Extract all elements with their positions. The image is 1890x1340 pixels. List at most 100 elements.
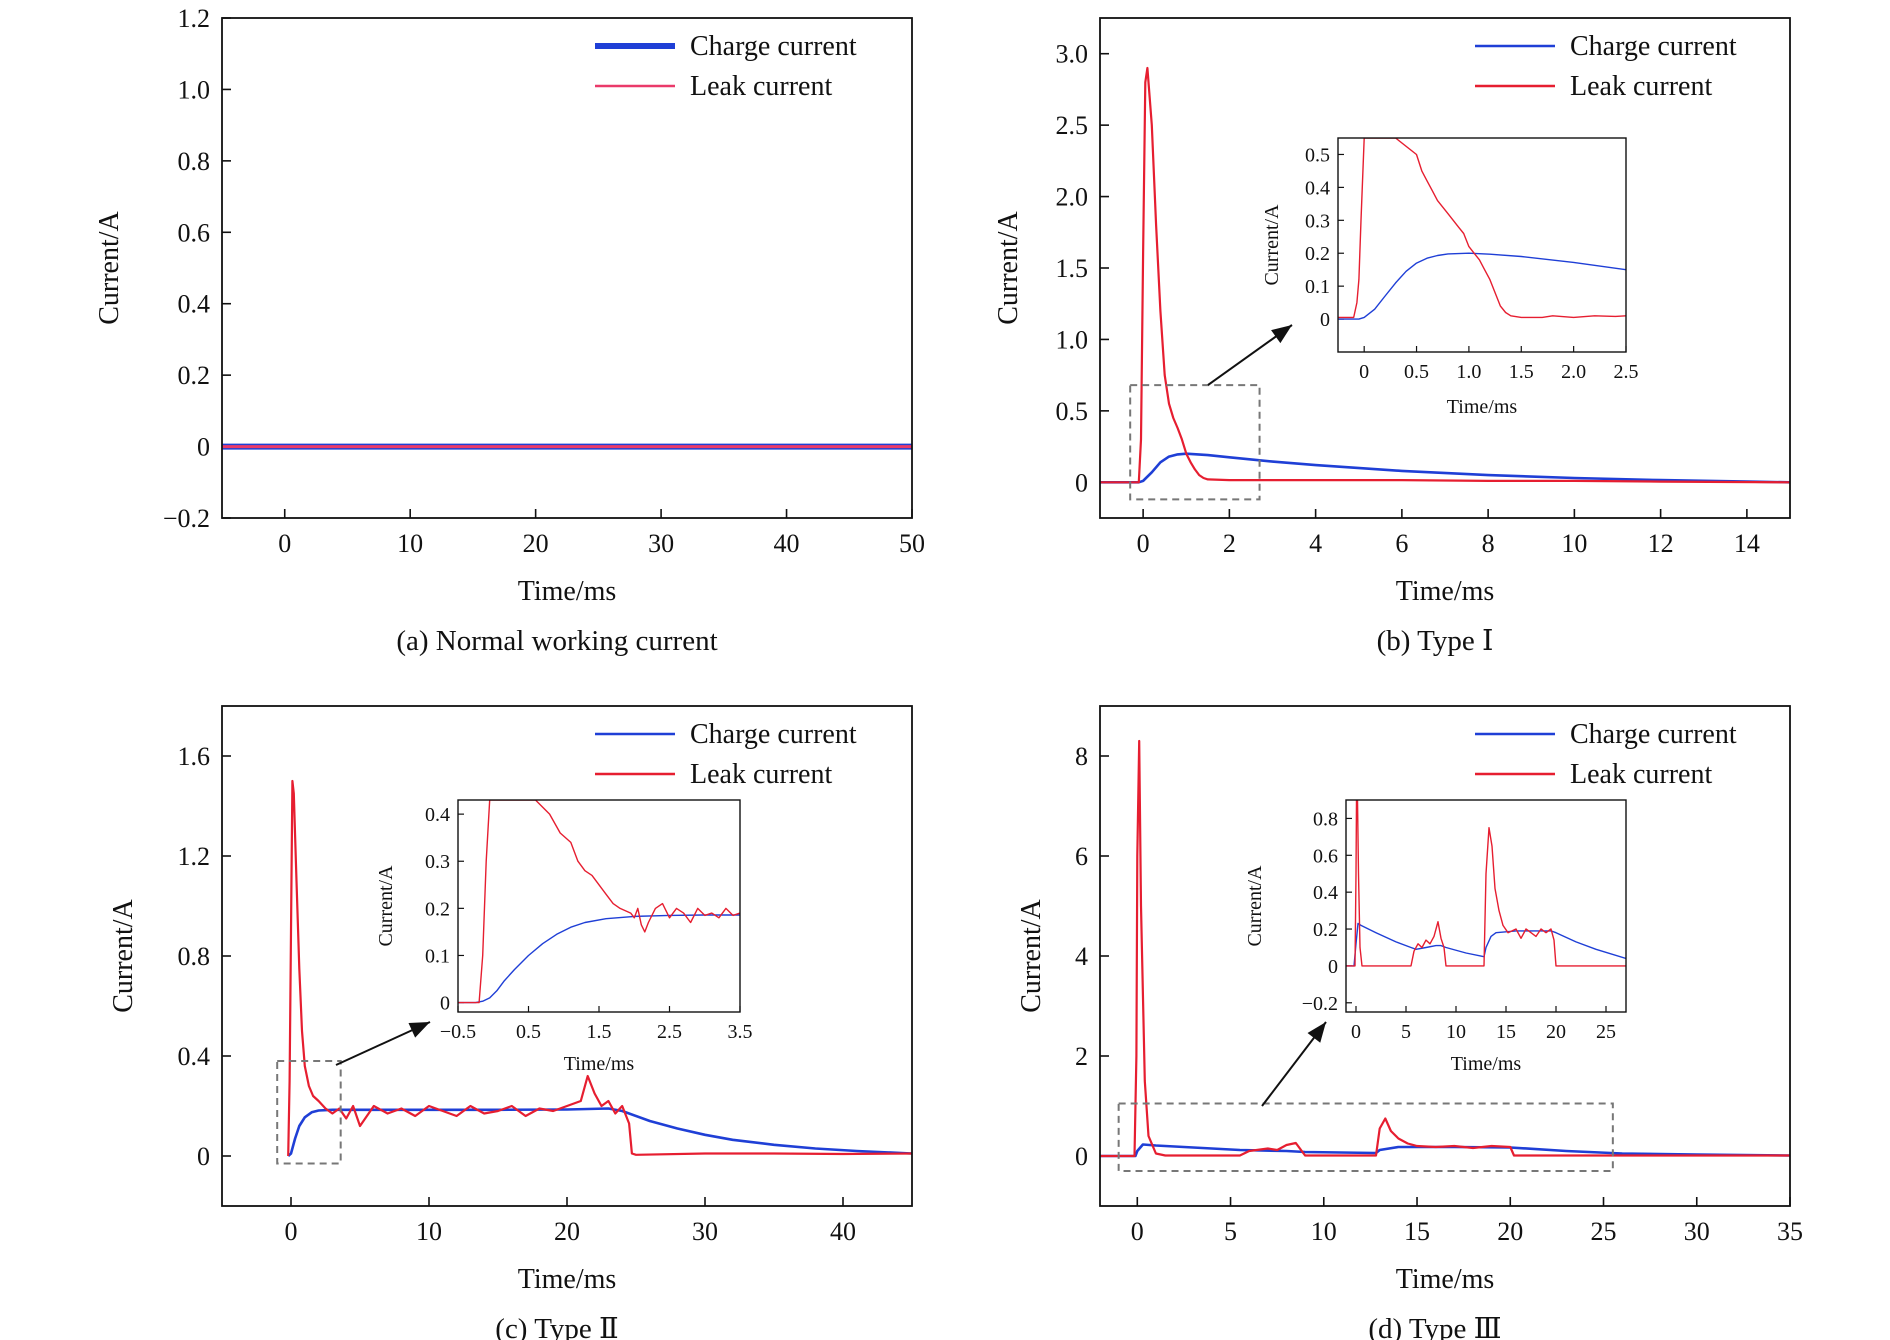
x-axis-label: Time/ms [518,576,617,607]
leak-current-line [1100,739,1790,1158]
inset: −0.5 0.5 1.5 2.5 3.5 0 0.1 0.2 0.3 0.4 Time/ms Curr… [375,799,753,1075]
x-tick-label: 2 [1223,529,1236,558]
inset-charge-current-line [458,914,740,1004]
y-tick-label: 3.0 [1056,40,1089,69]
inset-x-tick-label: 1.0 [1456,361,1481,383]
panel-caption: (c) Type Ⅱ [495,1313,618,1340]
x-tick-label: 40 [830,1217,856,1246]
legend-label-charge: Charge current [690,31,857,62]
inset-x-tick-label: 2.5 [1614,361,1639,383]
leak-current-line [287,779,912,1157]
inset-x-axis-label: Time/ms [1451,1053,1522,1075]
inset-y-tick-label: 0 [1328,956,1338,978]
x-tick-label: 20 [523,529,549,558]
legend: Charge current Leak current [1475,719,1737,790]
inset-y-tick-label: 0.1 [1305,276,1330,298]
inset: 0 5 10 15 20 25 −0.2 0 0.2 0.4 0.6 0.8 Time/ms Curren… [1244,799,1627,1075]
inset-y-tick-label: 0.4 [1305,177,1330,199]
x-tick-label: 0 [278,529,291,558]
leak-current-line [1100,66,1790,484]
y-tick-label: 0.5 [1056,397,1089,426]
x-tick-label: 40 [774,529,800,558]
inset-x-tick-label: 3.5 [728,1021,753,1043]
plot-frame [221,17,913,519]
x-axis-label: Time/ms [1396,1264,1495,1295]
x-tick-label: 12 [1648,529,1674,558]
x-axis-label: Time/ms [1396,576,1495,607]
zoom-region-box [1117,1102,1614,1172]
x-tick-label: 14 [1734,529,1760,558]
legend-label-charge: Charge current [690,719,857,750]
inset: 0 0.5 1.0 1.5 2.0 2.5 0 0.1 0.2 0.3 0.4 0.5 Time/ms C… [1261,137,1639,418]
panel-caption: (b) Type Ⅰ [1377,625,1494,657]
inset-y-axis-label: Current/A [1244,865,1266,947]
inset-y-tick-label: 0.3 [425,851,450,873]
inset-x-tick-label: 0 [1351,1021,1361,1043]
legend-label-leak: Leak current [1570,759,1712,790]
charge-current-line [1100,1143,1790,1158]
panel-b: 0 2 4 6 8 10 12 14 0 0.5 1.0 1.5 2.0 2.5 3.0 Time/ms Cur… [993,17,1791,657]
panel-a: 0 10 20 30 40 50 −0.2 0 0.2 0.4 0.6 0.8 1.0 1.2 Time/m… [94,4,925,657]
x-tick-label: 10 [1311,1217,1337,1246]
inset-x-tick-label: 1.5 [587,1021,612,1043]
inset-x-tick-label: 2.5 [657,1021,682,1043]
y-tick-label: 0.8 [178,147,211,176]
inset-y-tick-label: 0.2 [425,898,450,920]
legend-label-leak: Leak current [690,759,832,790]
y-tick-label: 0 [197,1142,210,1171]
inset-frame [1337,137,1627,353]
panel-c: 0 10 20 30 40 0 0.4 0.8 1.2 1.6 Time/ms Current/A (c… [108,705,913,1340]
plot-frame [221,705,913,1207]
inset-y-tick-label: 0.8 [1313,808,1338,830]
y-tick-label: 1.5 [1056,254,1089,283]
legend-label-charge: Charge current [1570,31,1737,62]
inset-x-tick-label: 25 [1596,1021,1616,1043]
x-axis-label: Time/ms [518,1264,617,1295]
zoom-region-box [276,1060,342,1165]
inset-y-tick-label: 0.2 [1305,243,1330,265]
inset-leak-current-line [1346,800,1626,967]
charge-current-line [1100,452,1790,484]
x-tick-label: 20 [554,1217,580,1246]
inset-x-tick-label: 1.5 [1509,361,1534,383]
x-tick-label: 0 [1131,1217,1144,1246]
inset-y-tick-label: 0.6 [1313,845,1338,867]
legend: Charge current Leak current [1475,31,1737,102]
inset-background [1338,138,1626,352]
x-tick-label: 30 [1684,1217,1710,1246]
inset-y-tick-label: −0.2 [1302,993,1338,1015]
y-axis-label: Current/A [993,210,1024,324]
y-tick-label: 1.0 [1056,325,1089,354]
y-tick-label: 2 [1075,1042,1088,1071]
inset-x-axis-label: Time/ms [1447,396,1518,418]
legend: Charge current Leak current [595,719,857,790]
x-tick-label: 30 [692,1217,718,1246]
inset-y-tick-label: 0.5 [1305,144,1330,166]
inset-frame [457,799,741,1013]
panel-caption: (d) Type Ⅲ [1368,1313,1501,1340]
zoom-arrow-head [408,1022,430,1038]
zoom-arrow-head [1271,325,1292,344]
x-tick-label: 8 [1482,529,1495,558]
inset-x-tick-label: 0.5 [516,1021,541,1043]
legend: Charge current Leak current [595,31,857,102]
x-tick-label: 10 [416,1217,442,1246]
inset-y-tick-label: 0.3 [1305,210,1330,232]
inset-y-axis-label: Current/A [375,865,397,947]
y-tick-label: 0 [197,433,210,462]
x-tick-label: 0 [285,1217,298,1246]
plot-frame [1099,17,1791,519]
x-tick-label: 50 [899,529,925,558]
y-tick-label: 0 [1075,1142,1088,1171]
inset-frame [1345,799,1627,1013]
inset-leak-current-line [1338,138,1626,319]
inset-x-tick-label: 10 [1446,1021,1466,1043]
y-tick-label: 0.4 [178,290,211,319]
y-tick-label: 1.0 [178,75,211,104]
panel-d: 0 5 10 15 20 25 30 35 0 2 4 6 8 Time/ms Current/A (d) T… [1016,705,1803,1340]
zoom-arrow-head [1307,1022,1326,1043]
legend-label-leak: Leak current [690,71,832,102]
x-tick-label: 30 [648,529,674,558]
y-axis-label: Current/A [108,898,139,1012]
